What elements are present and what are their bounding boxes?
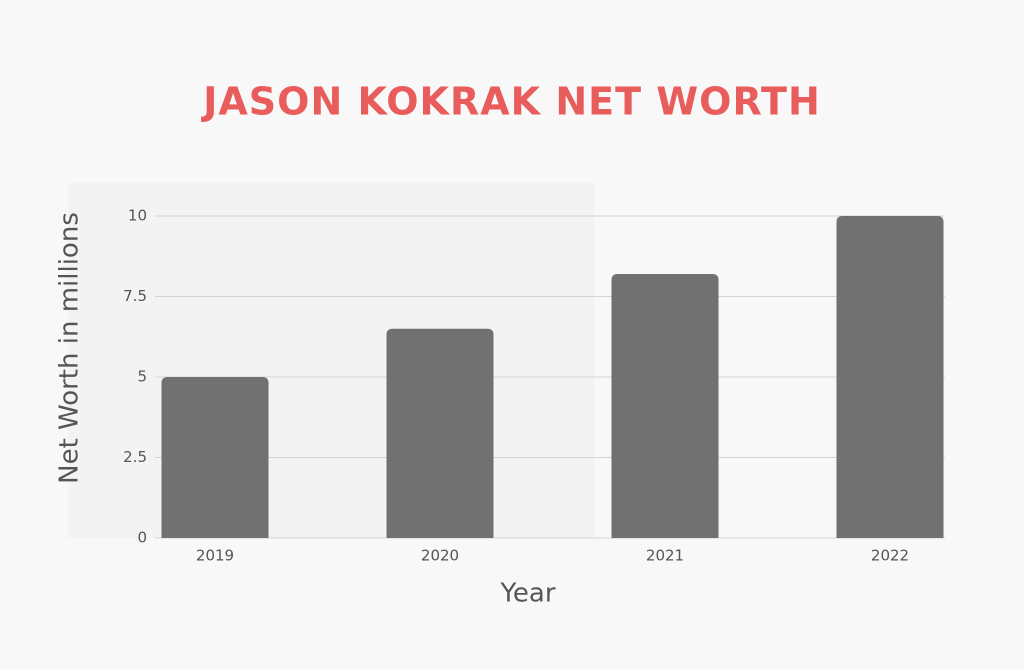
y-tick-label: 2.5 (123, 448, 147, 466)
panel (68, 183, 595, 538)
y-tick-label: 5 (137, 368, 147, 386)
y-tick-label: 10 (128, 207, 147, 225)
bar (386, 328, 494, 538)
bar (161, 377, 269, 538)
x-tick-label: 2020 (421, 547, 459, 565)
bar (836, 216, 944, 538)
x-tick-label: 2021 (646, 547, 684, 565)
chart-title: JASON KOKRAK NET WORTH (200, 80, 821, 124)
x-tick-label: 2022 (871, 547, 909, 565)
y-tick-label: 0 (137, 529, 147, 547)
bar (611, 273, 719, 538)
y-tick-label: 7.5 (123, 287, 147, 305)
x-axis-label: Year (499, 579, 555, 609)
y-axis-label: Net Worth in millions (55, 212, 85, 484)
x-tick-label: 2019 (196, 547, 234, 565)
